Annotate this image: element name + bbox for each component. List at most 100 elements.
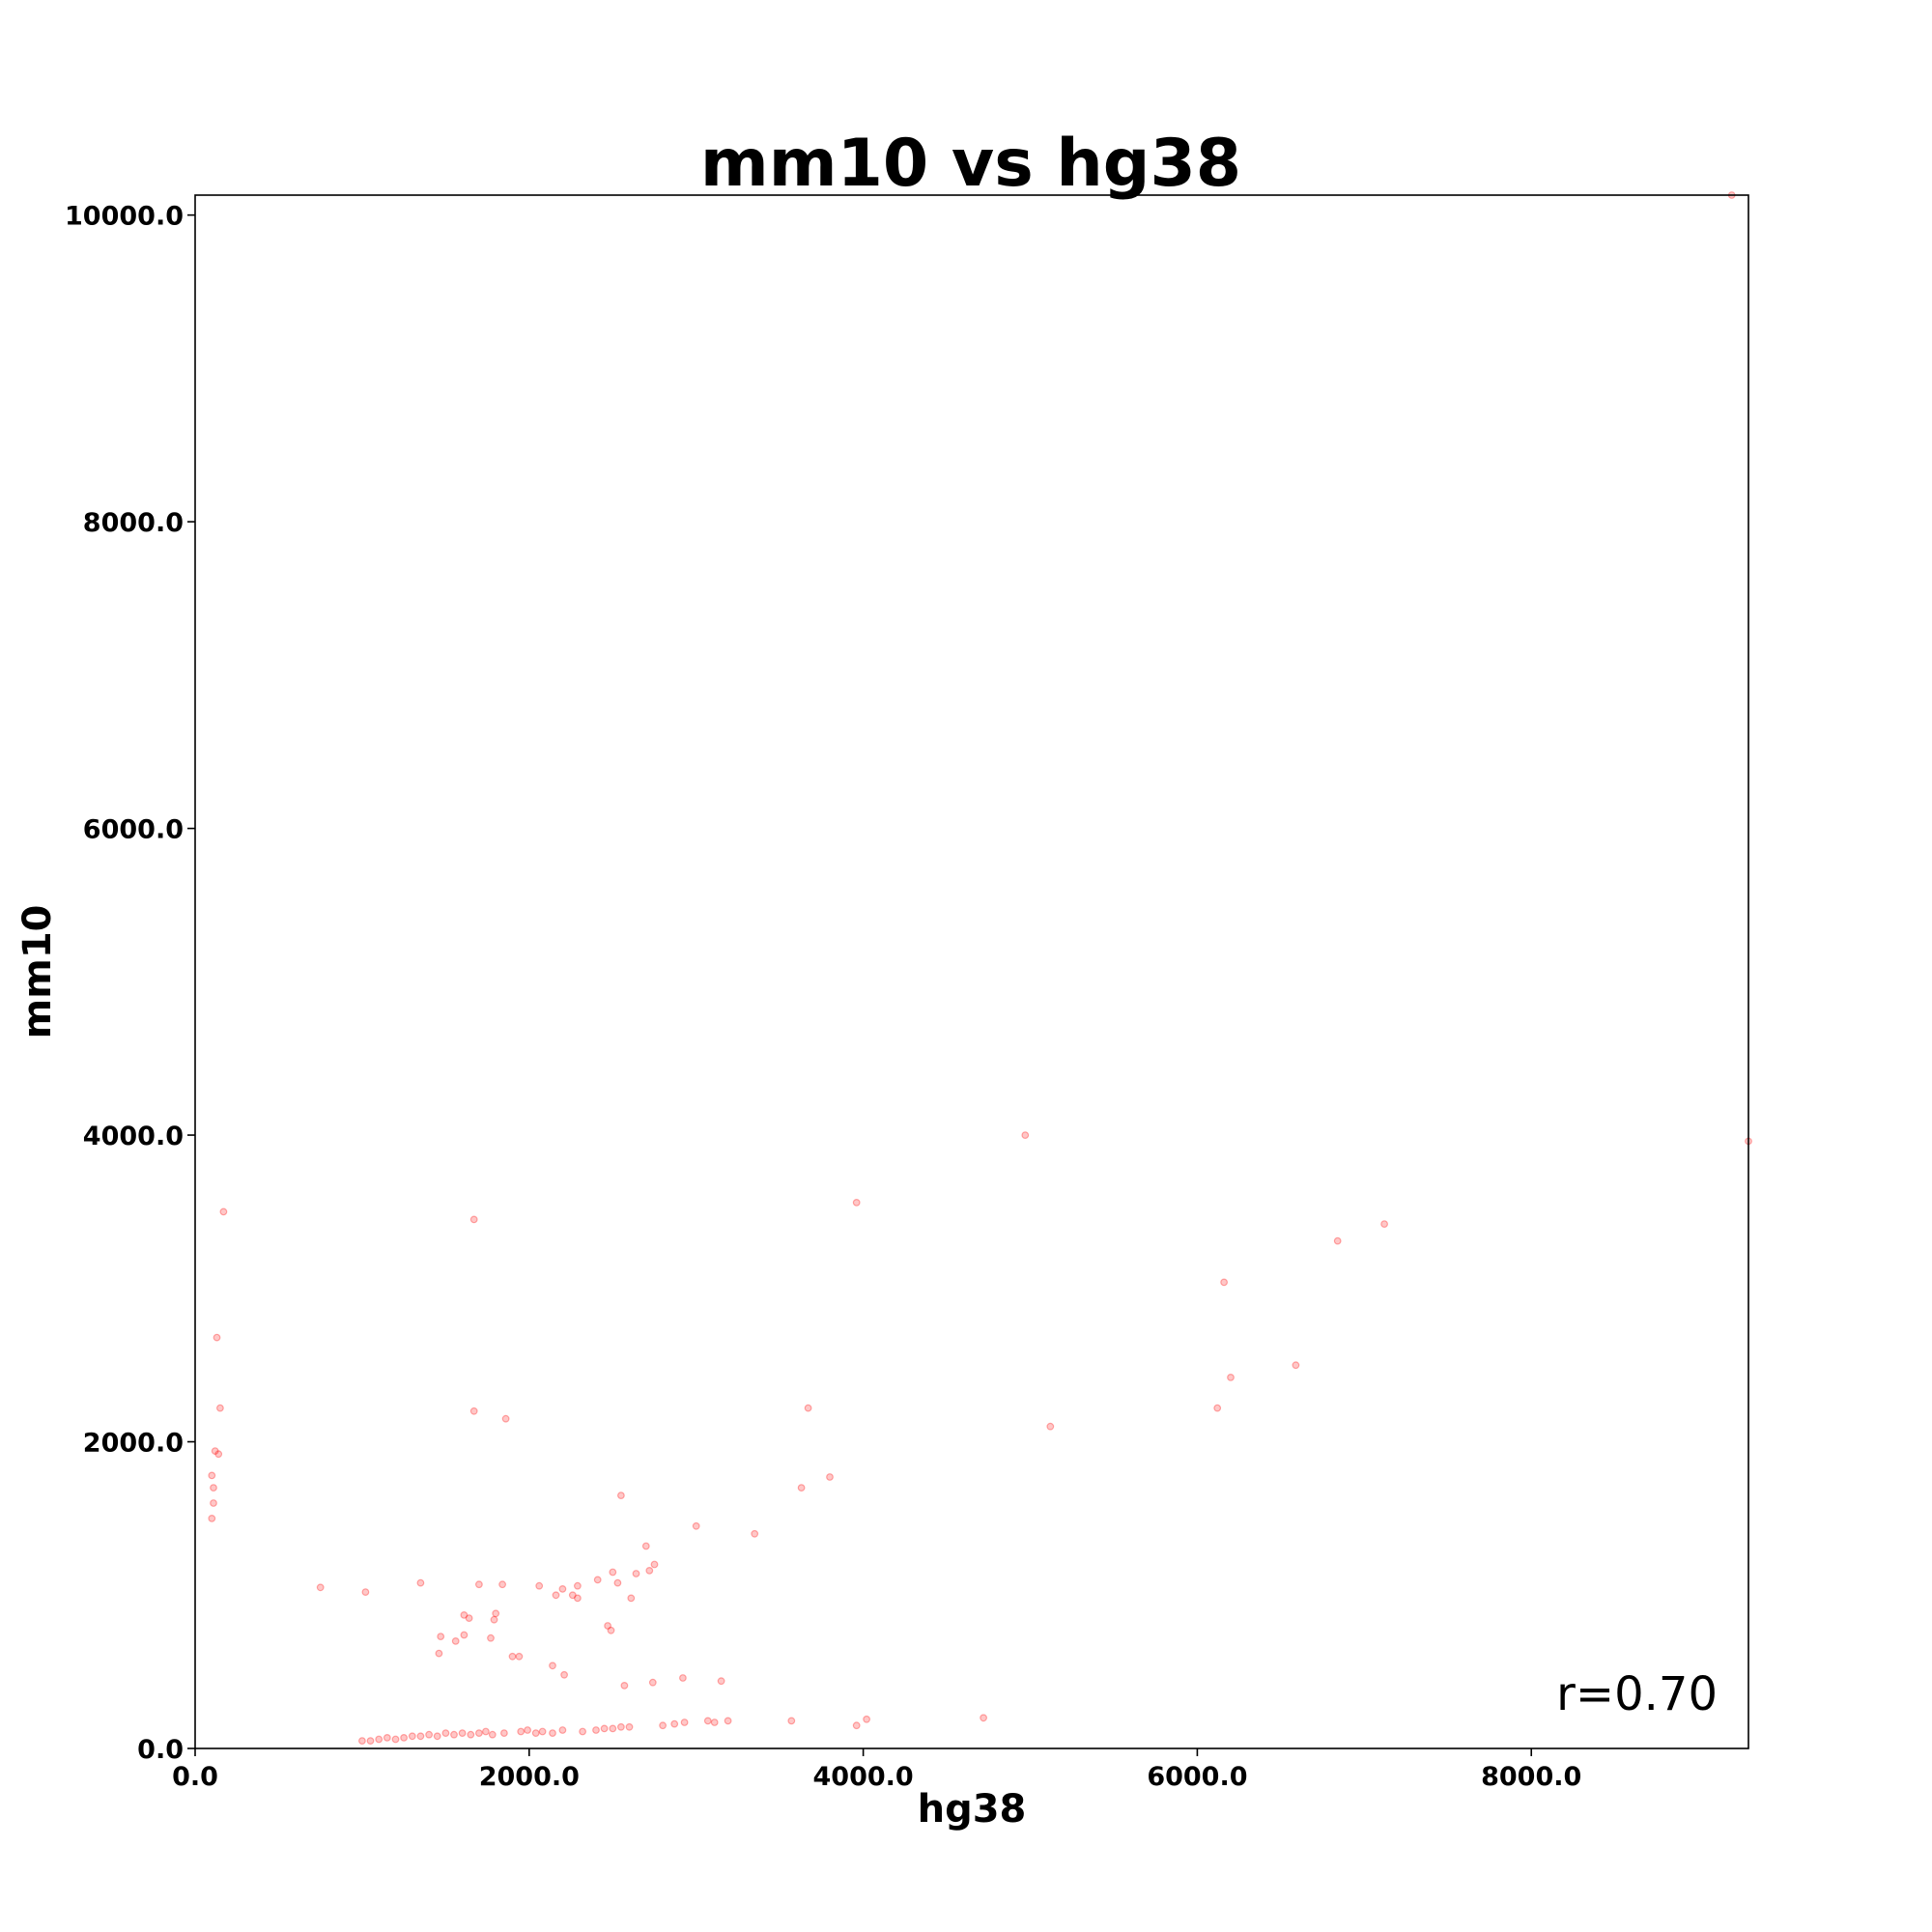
data-point bbox=[1380, 1220, 1388, 1228]
data-point bbox=[650, 1560, 659, 1569]
data-point bbox=[980, 1714, 987, 1722]
data-point bbox=[492, 1609, 500, 1618]
data-point bbox=[211, 1447, 219, 1455]
data-point bbox=[475, 1729, 483, 1737]
data-point bbox=[524, 1726, 531, 1734]
data-point bbox=[593, 1576, 602, 1584]
data-point bbox=[208, 1514, 216, 1522]
data-point bbox=[1333, 1236, 1342, 1245]
data-point bbox=[316, 1583, 325, 1592]
data-point bbox=[692, 1521, 700, 1530]
data-point bbox=[488, 1730, 497, 1739]
y-axis-ticks: 0.0 2000.0 4000.0 6000.0 8000.0 10000.0 bbox=[65, 202, 195, 1765]
data-point bbox=[787, 1717, 796, 1725]
data-point bbox=[490, 1615, 498, 1624]
data-point bbox=[425, 1730, 434, 1739]
chart-title: mm10 vs hg38 bbox=[700, 126, 1241, 202]
data-point bbox=[1220, 1278, 1228, 1287]
data-point bbox=[558, 1584, 567, 1593]
data-point bbox=[416, 1732, 425, 1741]
data-point bbox=[213, 1333, 221, 1342]
data-point bbox=[535, 1581, 544, 1590]
data-point bbox=[549, 1729, 556, 1737]
data-point bbox=[383, 1733, 391, 1742]
data-point bbox=[482, 1727, 490, 1736]
data-point bbox=[215, 1404, 224, 1412]
data-point bbox=[552, 1591, 560, 1600]
data-point bbox=[1021, 1131, 1030, 1139]
data-point bbox=[579, 1727, 586, 1736]
data-point bbox=[416, 1578, 425, 1587]
x-tick-label: 4000.0 bbox=[813, 1762, 914, 1792]
x-tick-label: 8000.0 bbox=[1481, 1762, 1581, 1792]
data-point bbox=[703, 1717, 712, 1725]
data-point bbox=[568, 1591, 577, 1600]
data-point bbox=[210, 1484, 217, 1492]
data-point bbox=[465, 1614, 473, 1622]
y-tick-label: 6000.0 bbox=[83, 815, 184, 845]
plot-frame bbox=[194, 194, 1749, 1749]
data-point bbox=[627, 1594, 636, 1603]
data-point bbox=[500, 1729, 508, 1737]
data-point bbox=[549, 1662, 556, 1670]
data-point bbox=[852, 1721, 861, 1730]
data-point bbox=[645, 1566, 654, 1575]
data-point bbox=[641, 1542, 650, 1550]
data-point bbox=[460, 1631, 469, 1639]
x-tick-label: 0.0 bbox=[172, 1762, 218, 1792]
y-tick-label: 10000.0 bbox=[65, 202, 184, 232]
data-point bbox=[600, 1724, 609, 1733]
data-point bbox=[724, 1717, 732, 1725]
data-point bbox=[460, 1610, 469, 1619]
data-point bbox=[433, 1732, 441, 1741]
data-point bbox=[617, 1492, 625, 1499]
data-point bbox=[797, 1484, 806, 1492]
x-tick-label: 6000.0 bbox=[1147, 1762, 1247, 1792]
data-point bbox=[487, 1634, 495, 1642]
data-point bbox=[1227, 1373, 1235, 1381]
data-point bbox=[710, 1719, 719, 1726]
data-point bbox=[670, 1719, 679, 1728]
data-point bbox=[408, 1732, 416, 1741]
data-point bbox=[679, 1674, 687, 1682]
data-point bbox=[450, 1730, 458, 1739]
correlation-annotation: r=0.70 bbox=[1556, 1667, 1718, 1721]
data-point bbox=[538, 1727, 547, 1736]
data-point bbox=[648, 1678, 657, 1687]
data-point bbox=[469, 1406, 478, 1415]
data-point bbox=[613, 1578, 622, 1587]
data-point bbox=[475, 1580, 483, 1589]
data-point bbox=[604, 1622, 611, 1630]
data-point bbox=[625, 1722, 634, 1731]
data-point bbox=[435, 1649, 443, 1658]
data-point bbox=[515, 1652, 524, 1661]
data-point bbox=[717, 1677, 725, 1686]
y-tick-label: 4000.0 bbox=[83, 1122, 184, 1151]
data-point bbox=[501, 1414, 510, 1423]
data-point bbox=[680, 1719, 689, 1726]
data-point bbox=[751, 1529, 759, 1538]
data-point bbox=[1292, 1361, 1300, 1370]
data-point bbox=[826, 1473, 834, 1481]
data-point bbox=[451, 1636, 460, 1645]
data-point bbox=[609, 1724, 617, 1733]
x-axis-label: hg38 bbox=[918, 1787, 1027, 1832]
scatter-points bbox=[208, 191, 1752, 1745]
data-point bbox=[458, 1729, 467, 1737]
data-point bbox=[863, 1715, 870, 1723]
data-point bbox=[560, 1670, 568, 1679]
data-point bbox=[469, 1215, 478, 1224]
data-point bbox=[375, 1735, 384, 1744]
data-point bbox=[208, 1471, 216, 1480]
data-point bbox=[437, 1633, 445, 1640]
data-point bbox=[1213, 1404, 1222, 1412]
data-point bbox=[508, 1652, 517, 1661]
x-tick-label: 2000.0 bbox=[479, 1762, 580, 1792]
data-point bbox=[659, 1721, 667, 1730]
data-point bbox=[391, 1735, 400, 1744]
data-point bbox=[852, 1198, 861, 1207]
data-point bbox=[1046, 1422, 1055, 1431]
y-tick-label: 0.0 bbox=[137, 1735, 184, 1765]
x-axis-ticks: 0.0 2000.0 4000.0 6000.0 8000.0 bbox=[172, 1748, 1581, 1792]
